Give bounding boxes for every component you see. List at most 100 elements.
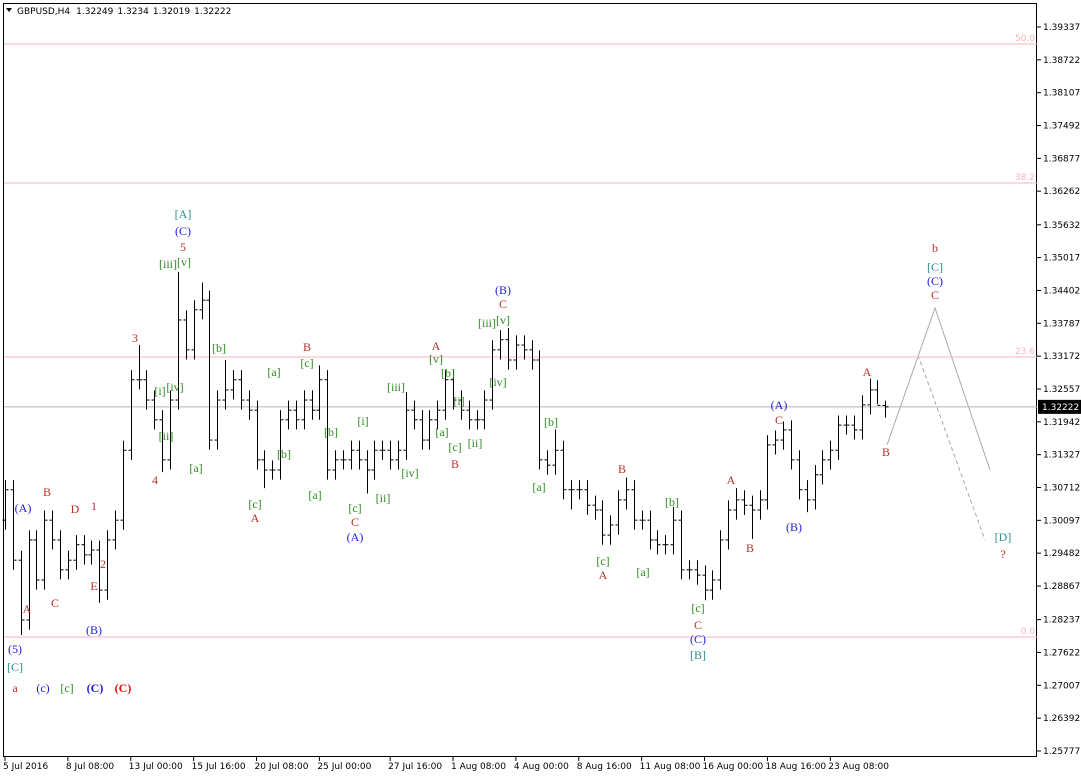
fib-label: 23.6 — [1015, 347, 1035, 357]
plot-frame — [3, 3, 1037, 757]
y-tick-label: 1.37492 — [1043, 122, 1080, 132]
y-tick-label: 1.30712 — [1043, 483, 1080, 493]
x-tick-label: 20 Jul 08:00 — [255, 762, 309, 772]
wave-label: [a] — [532, 480, 545, 494]
wave-label: C — [351, 515, 359, 529]
wave-label: [iv] — [166, 380, 183, 394]
wave-label: [a] — [189, 461, 202, 475]
projection — [886, 306, 991, 541]
wave-label: [b] — [212, 341, 226, 355]
wave-label: (B) — [86, 623, 102, 637]
x-tick-label: 8 Jul 08:00 — [66, 762, 115, 772]
wave-label: [v] — [496, 313, 510, 327]
y-tick-label: 1.35017 — [1043, 254, 1080, 264]
y-tick-label: 1.29482 — [1043, 549, 1080, 559]
wave-label: [iv] — [489, 375, 506, 389]
y-tick-label: 1.31942 — [1043, 418, 1080, 428]
wave-label: [a] — [636, 565, 649, 579]
x-tick-label: 27 Jul 16:00 — [388, 762, 442, 772]
wave-label: A — [863, 365, 872, 379]
y-tick-label: 1.36877 — [1043, 154, 1080, 164]
wave-label: C — [499, 297, 507, 311]
wave-label: (A) — [771, 398, 788, 412]
y-tick-label: 1.31327 — [1043, 451, 1080, 461]
x-tick-label: 16 Aug 00:00 — [703, 762, 764, 772]
y-tick-label: 1.33787 — [1043, 319, 1080, 329]
x-tick-label: 15 Jul 16:00 — [192, 762, 246, 772]
x-tick-label: 18 Aug 16:00 — [765, 762, 826, 772]
wave-label: [b] — [277, 447, 291, 461]
y-tick-label: 1.25777 — [1043, 747, 1080, 757]
y-tick-label: 1.33172 — [1043, 352, 1080, 362]
wave-label: 1 — [91, 499, 97, 513]
wave-label: [iii] — [159, 257, 177, 271]
wave-label: D — [71, 502, 80, 516]
wave-label: a — [12, 681, 18, 695]
projection-path — [886, 306, 991, 471]
x-tick-label: 23 Aug 08:00 — [828, 762, 889, 772]
wave-label: (c) — [36, 681, 49, 695]
wave-label: [v] — [177, 255, 191, 269]
projection-alt — [917, 354, 986, 541]
x-tick-label: 8 Aug 16:00 — [577, 762, 632, 772]
y-tick-label: 1.28867 — [1043, 582, 1080, 592]
wave-label: [a] — [308, 488, 321, 502]
wave-label: E — [90, 579, 97, 593]
fib-label: 0.0 — [1021, 627, 1036, 637]
wave-label: (C) — [927, 274, 943, 288]
wave-label: B — [43, 485, 51, 499]
wave-label: [c] — [300, 356, 313, 370]
wave-label: [C] — [927, 260, 943, 274]
x-tick-label: 5 Jul 2016 — [3, 762, 48, 772]
y-tick-label: 1.38722 — [1043, 56, 1080, 66]
wave-label: B — [746, 541, 754, 555]
wave-label: 2 — [100, 557, 106, 571]
y-tick-label: 1.27007 — [1043, 681, 1080, 691]
wave-label: ? — [1000, 547, 1005, 561]
wave-label: [i] — [154, 384, 165, 398]
bars — [2, 271, 889, 635]
y-tick-label: 1.38107 — [1043, 89, 1080, 99]
wave-label: [a] — [435, 425, 448, 439]
wave-label: [c] — [596, 554, 609, 568]
wave-label: B — [618, 462, 626, 476]
wave-label: [b] — [665, 495, 679, 509]
y-tick-label: 1.36262 — [1043, 187, 1080, 197]
wave-label: C — [694, 618, 702, 632]
wave-label: [b] — [441, 366, 455, 380]
y-tick-label: 1.26392 — [1043, 714, 1080, 724]
wave-label: [iv] — [401, 466, 418, 480]
wave-label: [b] — [544, 415, 558, 429]
wave-label: C — [51, 596, 59, 610]
y-tick-label: 1.30097 — [1043, 516, 1080, 526]
wave-label: A — [599, 568, 608, 582]
x-tick-label: 11 Aug 08:00 — [640, 762, 701, 772]
header: GBPUSD,H4 1.32249 1.3234 1.32019 1.32222 — [17, 7, 231, 17]
price-box — [1038, 399, 1081, 414]
wave-label: A — [727, 473, 736, 487]
wave-label: (A) — [347, 530, 364, 544]
wave-label: B — [882, 445, 890, 459]
wave-label: A — [251, 511, 260, 525]
wave-label: [ii] — [159, 429, 174, 443]
wave-label: (5) — [8, 642, 22, 656]
wave-label: C — [775, 413, 783, 427]
y-tick-label: 1.32557 — [1043, 385, 1080, 395]
menu-arrow — [6, 8, 12, 12]
wave-label: [iii] — [478, 316, 496, 330]
wave-label: [a] — [267, 365, 280, 379]
x-tick-label: 25 Jul 00:00 — [317, 762, 371, 772]
wave-label: [ii] — [376, 491, 391, 505]
wave-label: [D] — [995, 530, 1012, 544]
open: 1.32249 — [76, 7, 113, 17]
y-tick-label: 1.35632 — [1043, 221, 1080, 231]
fib-label: 38.2 — [1015, 173, 1035, 183]
wave-label: [v] — [429, 352, 443, 366]
wave-label: [C] — [7, 660, 23, 674]
close: 1.32222 — [194, 7, 231, 17]
wave-label: [c] — [248, 497, 261, 511]
high: 1.3234 — [117, 7, 149, 17]
